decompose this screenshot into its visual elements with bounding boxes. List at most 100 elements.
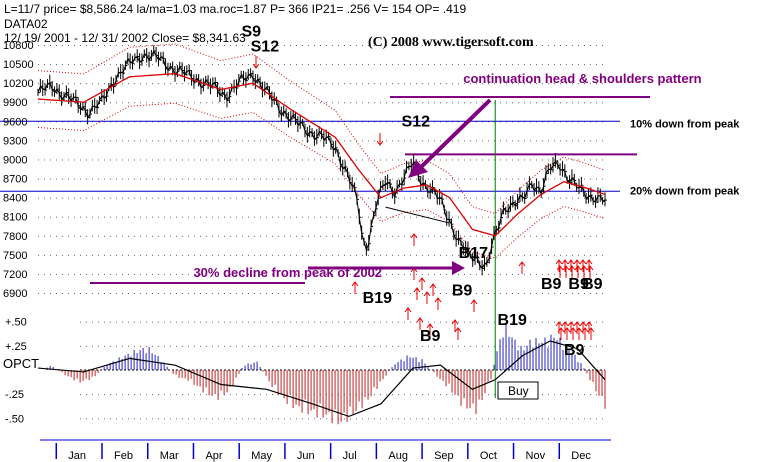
grid-dot: [452, 159, 453, 161]
grid-dot: [344, 197, 345, 199]
grid-dot: [596, 83, 597, 85]
grid-dot: [38, 178, 39, 180]
grid-dot: [350, 83, 351, 85]
grid-dot: [410, 197, 411, 199]
grid-dot: [578, 293, 579, 294]
grid-dot: [200, 102, 201, 104]
grid-dot: [542, 273, 543, 275]
grid-dot: [446, 178, 447, 180]
y-tick-label: 10800: [3, 40, 34, 52]
grid-dot: [74, 197, 75, 199]
grid-dot: [326, 83, 327, 85]
grid-dot: [62, 102, 63, 104]
grid-dot: [290, 235, 291, 237]
grid-dot: [74, 159, 75, 161]
grid-dot: [236, 235, 237, 237]
grid-dot: [386, 345, 387, 347]
grid-dot: [86, 64, 87, 66]
grid-dot: [428, 197, 429, 199]
grid-dot: [536, 45, 537, 46]
grid-dot: [182, 83, 183, 85]
grid-dot: [488, 273, 489, 275]
grid-dot: [254, 64, 255, 66]
signal-label: B17: [459, 245, 488, 262]
grid-dot: [140, 273, 141, 275]
grid-dot: [458, 216, 459, 218]
grid-dot: [176, 102, 177, 104]
grid-dot: [338, 102, 339, 104]
signal-arrowhead: [557, 327, 565, 333]
grid-dot: [584, 394, 585, 396]
grid-dot: [242, 394, 243, 396]
grid-dot: [68, 293, 69, 294]
grid-dot: [110, 178, 111, 180]
grid-dot: [368, 83, 369, 85]
grid-dot: [350, 178, 351, 180]
grid-dot: [248, 140, 249, 142]
grid-dot: [200, 197, 201, 199]
grid-dot: [170, 418, 171, 420]
signal-arrowhead: [561, 259, 569, 265]
grid-dot: [80, 45, 81, 46]
grid-dot: [596, 197, 597, 199]
signal-arrowhead: [569, 327, 577, 333]
signal-arrowhead: [434, 297, 442, 303]
grid-dot: [494, 140, 495, 142]
grid-dot: [188, 293, 189, 294]
grid-dot: [200, 273, 201, 275]
grid-dot: [386, 254, 387, 256]
grid-dot: [152, 197, 153, 199]
grid-dot: [170, 102, 171, 104]
signal-arrowhead: [567, 259, 575, 265]
grid-dot: [362, 293, 363, 294]
month-label: Nov: [526, 450, 546, 462]
grid-dot: [218, 418, 219, 420]
grid-dot: [404, 45, 405, 46]
grid-dot: [134, 64, 135, 66]
grid-dot: [140, 254, 141, 256]
grid-dot: [140, 197, 141, 199]
grid-dot: [230, 418, 231, 420]
grid-dot: [398, 159, 399, 161]
buy-box: [497, 381, 539, 400]
grid-dot: [164, 394, 165, 396]
grid-dot: [110, 216, 111, 218]
grid-dot: [416, 64, 417, 66]
grid-dot: [128, 102, 129, 104]
grid-dot: [446, 394, 447, 396]
grid-dot: [50, 64, 51, 66]
signal-arrowhead: [585, 321, 593, 327]
grid-dot: [470, 418, 471, 420]
grid-dot: [518, 83, 519, 85]
grid-dot: [326, 178, 327, 180]
grid-dot: [374, 178, 375, 180]
grid-dot: [422, 216, 423, 218]
grid-dot: [206, 197, 207, 199]
header-date-range: 12/ 19/ 2001 - 12/ 31/ 2002 Close= $8,34…: [4, 31, 246, 45]
grid-dot: [482, 345, 483, 347]
grid-dot: [560, 321, 561, 323]
grid-dot: [500, 197, 501, 199]
grid-dot: [596, 64, 597, 66]
grid-dot: [524, 45, 525, 46]
grid-dot: [500, 178, 501, 180]
grid-dot: [410, 178, 411, 180]
opct-line: [37, 340, 606, 418]
grid-dot: [242, 273, 243, 275]
grid-dot: [344, 45, 345, 46]
grid-dot: [518, 140, 519, 142]
grid-dot: [524, 216, 525, 218]
grid-dot: [416, 83, 417, 85]
grid-dot: [116, 345, 117, 347]
grid-dot: [350, 64, 351, 66]
grid-dot: [182, 345, 183, 347]
grid-dot: [224, 159, 225, 161]
grid-dot: [182, 418, 183, 420]
grid-dot: [338, 293, 339, 294]
grid-dot: [386, 140, 387, 142]
grid-dot: [590, 64, 591, 66]
grid-dot: [356, 159, 357, 161]
grid-dot: [590, 216, 591, 218]
grid-dot: [194, 418, 195, 420]
